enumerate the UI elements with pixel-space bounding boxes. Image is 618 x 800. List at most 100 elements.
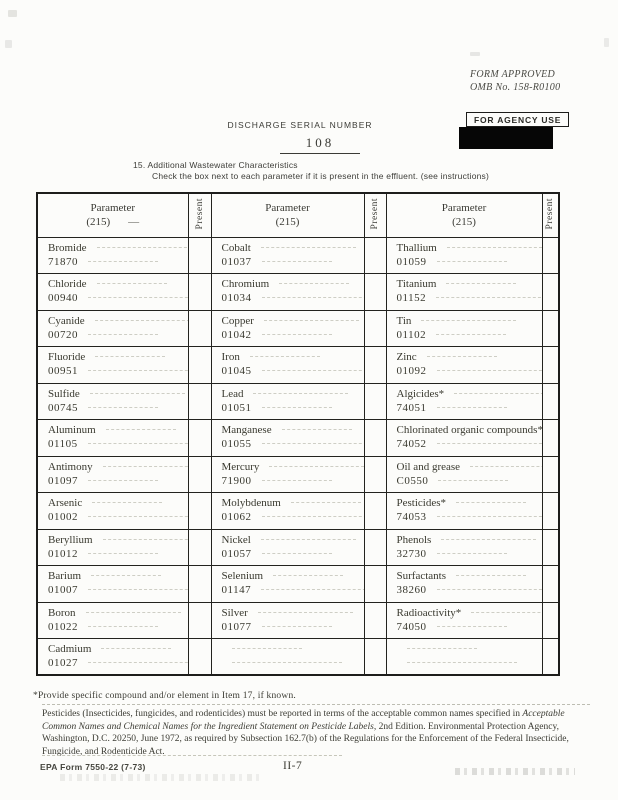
parameter-cell: Selenium 01147 [210, 565, 365, 603]
parameter-cell: Oil and grease C0550 [385, 455, 543, 493]
pesticide-footnote-post: 2nd Edition. Environmental Protection Ag… [42, 721, 569, 757]
parameter-name: Arsenic [48, 496, 184, 510]
present-checkbox[interactable] [363, 346, 387, 384]
table-row: Chloride 00940 Chromium 01034 Titanium 0… [36, 273, 560, 311]
parameter-cell: Nickel 01057 [210, 528, 365, 566]
present-checkbox[interactable] [187, 419, 212, 457]
table-row: Cadmium 01027 [36, 638, 560, 676]
parameter-cell: Boron 01022 [36, 601, 189, 639]
present-checkbox[interactable] [187, 601, 212, 639]
parameter-name: Aluminum [48, 423, 184, 437]
present-checkbox[interactable] [541, 309, 560, 347]
parameter-name: Chlorinated organic compounds* [396, 424, 542, 436]
parameter-name: Phenols [397, 533, 538, 547]
present-checkbox[interactable] [187, 565, 212, 603]
parameter-cell: Bromide 71870 [36, 236, 189, 274]
parameter-cell: Molybdenum 01062 [210, 492, 365, 530]
present-checkbox[interactable] [187, 455, 212, 493]
parameter-code: 01007 [48, 583, 184, 597]
present-checkbox[interactable] [541, 492, 560, 530]
parameter-code: 38260 [397, 583, 538, 597]
parameter-name: Zinc [397, 350, 538, 364]
present-checkbox[interactable] [363, 236, 387, 274]
parameter-cell: Algicides* 74051 [385, 382, 543, 420]
present-checkbox[interactable] [363, 565, 387, 603]
discharge-serial-number-value: 108 [280, 135, 360, 154]
table-row: Arsenic 01002 Molybdenum 01062 Pesticide… [36, 492, 560, 530]
present-checkbox[interactable] [541, 273, 560, 311]
present-checkbox[interactable] [187, 528, 212, 566]
present-checkbox[interactable] [363, 638, 387, 676]
parameter-code: 01051 [222, 401, 360, 415]
parameter-name: Selenium [222, 569, 360, 583]
present-checkbox[interactable] [541, 565, 560, 603]
pesticide-footnote-pre: Pesticides (Insecticides, fungicides, an… [42, 709, 523, 719]
present-checkbox[interactable] [363, 528, 387, 566]
present-checkbox[interactable] [541, 419, 560, 457]
present-checkbox[interactable] [363, 419, 387, 457]
parameter-name: Radioactivity* [397, 606, 538, 620]
table-row: Beryllium 01012 Nickel 01057 Phenols 327… [36, 528, 560, 566]
present-checkbox[interactable] [363, 309, 387, 347]
parameter-cell: Surfactants 38260 [385, 565, 543, 603]
present-checkbox[interactable] [187, 492, 212, 530]
parameter-name: Cobalt [222, 241, 360, 255]
present-checkbox[interactable] [187, 346, 212, 384]
present-checkbox[interactable] [363, 492, 387, 530]
parameter-code: 74051 [397, 401, 538, 415]
present-checkbox[interactable] [541, 601, 560, 639]
parameter-cell: Phenols 32730 [385, 528, 543, 566]
parameter-cell: Silver 01077 [210, 601, 365, 639]
parameter-name: Pesticides* [397, 496, 538, 510]
parameter-code: 01102 [397, 328, 538, 342]
form-approved-line1: FORM APPROVED [470, 69, 556, 80]
parameter-header-2: Parameter (215) [210, 192, 365, 238]
parameter-name: Copper [222, 314, 360, 328]
parameter-code: 01042 [222, 328, 360, 342]
present-checkbox[interactable] [363, 273, 387, 311]
parameter-name: Manganese [222, 423, 360, 437]
present-checkbox[interactable] [187, 273, 212, 311]
pesticide-footnote: Pesticides (Insecticides, fungicides, an… [42, 704, 590, 758]
parameter-name: Chromium [222, 277, 360, 291]
parameter-code: 01012 [48, 547, 184, 561]
parameter-name: Antimony [48, 460, 184, 474]
parameter-code: 74052 [397, 437, 538, 451]
parameter-cell: Cadmium 01027 [36, 638, 189, 676]
present-header-1: Present [187, 192, 212, 238]
parameter-code: 01059 [397, 255, 538, 269]
present-checkbox[interactable] [187, 638, 212, 676]
parameter-cell: Aluminum 01105 [36, 419, 189, 457]
present-checkbox[interactable] [363, 455, 387, 493]
present-checkbox[interactable] [187, 309, 212, 347]
present-checkbox[interactable] [187, 382, 212, 420]
parameter-code: 01147 [222, 583, 360, 597]
parameter-cell: Cyanide 00720 [36, 309, 189, 347]
asterisk-footnote: *Provide specific compound and/or elemen… [33, 691, 296, 701]
parameter-cell: Mercury 71900 [210, 455, 365, 493]
present-checkbox[interactable] [541, 638, 560, 676]
present-checkbox[interactable] [541, 382, 560, 420]
present-header-2: Present [363, 192, 387, 238]
parameter-name: Sulfide [48, 387, 184, 401]
present-checkbox[interactable] [541, 528, 560, 566]
present-checkbox[interactable] [541, 236, 560, 274]
form-approved-stamp: FORM APPROVED OMB No. 158-R0100 [470, 68, 560, 94]
present-checkbox[interactable] [541, 346, 560, 384]
parameter-code: 01105 [48, 437, 184, 451]
present-checkbox[interactable] [187, 236, 212, 274]
parameter-header-3: Parameter (215) [385, 192, 543, 238]
present-checkbox[interactable] [541, 455, 560, 493]
parameter-name: Silver [222, 606, 360, 620]
parameter-name [397, 642, 538, 656]
parameter-name: Lead [222, 387, 360, 401]
parameter-code: C0550 [397, 474, 538, 488]
parameter-name: Boron [48, 606, 184, 620]
parameter-name: Mercury [222, 460, 360, 474]
present-checkbox[interactable] [363, 382, 387, 420]
parameter-code: 00720 [48, 328, 184, 342]
table-row: Barium 01007 Selenium 01147 Surfactants … [36, 565, 560, 603]
present-checkbox[interactable] [363, 601, 387, 639]
for-agency-use-label: FOR AGENCY USE [466, 112, 570, 127]
table-row: Sulfide 00745 Lead 01051 Algicides* 7405… [36, 382, 560, 420]
